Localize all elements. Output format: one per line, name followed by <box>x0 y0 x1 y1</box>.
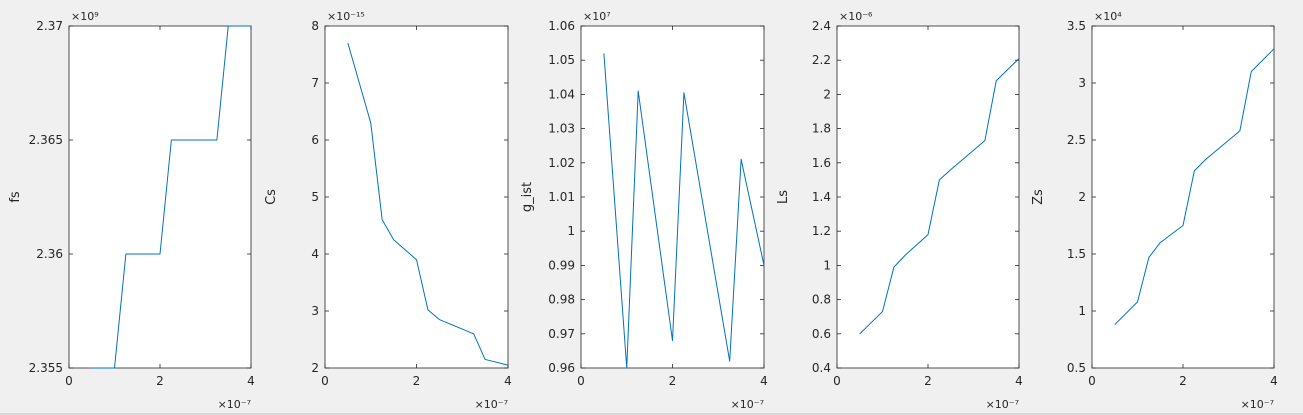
x-tick-label: 2 <box>924 374 932 388</box>
y-tick-label: 1.05 <box>548 53 575 67</box>
y-tick-label: 2.5 <box>1067 133 1086 147</box>
x-exponent-label: ×10⁻⁷ <box>218 398 251 411</box>
y-axis-label: Zs <box>1031 189 1046 205</box>
plot-area <box>1091 25 1275 369</box>
y-exponent-label: ×10⁻¹⁵ <box>327 10 365 23</box>
x-exponent-label: ×10⁻⁷ <box>475 398 508 411</box>
y-tick-label: 3.5 <box>1067 19 1086 33</box>
y-tick-label: 2.355 <box>29 361 63 375</box>
series-line-1 <box>347 42 509 366</box>
window-bottom-edge <box>0 413 1303 415</box>
y-tick-label: 1.8 <box>812 122 831 136</box>
subplot-3: 0.96 0.97 0.98 0.99 1 1.01 1.02 1.03 1.04 1.05 1.0… <box>520 10 768 411</box>
y-tick-label: 1 <box>1078 304 1086 318</box>
y-exponent-label: ×10⁷ <box>583 10 611 23</box>
y-tick-label: 1.04 <box>548 87 575 101</box>
y-axis-label: fs <box>8 191 23 203</box>
y-tick-label: 8 <box>311 19 319 33</box>
y-tick-label: 7 <box>311 76 319 90</box>
y-tick-label: 1 <box>823 258 831 272</box>
x-tick-label: 4 <box>1015 374 1023 388</box>
x-tick-label: 4 <box>760 374 768 388</box>
y-tick-label: 0.99 <box>548 258 575 272</box>
x-tick-label: 2 <box>413 374 421 388</box>
y-tick-label: 1.6 <box>812 156 831 170</box>
x-exponent-label: ×10⁻⁷ <box>986 398 1019 411</box>
y-tick-label: 1.03 <box>548 122 575 136</box>
x-tick-label: 0 <box>833 374 841 388</box>
y-tick-label: 2.365 <box>29 133 63 147</box>
y-tick-label: 2.2 <box>812 53 831 67</box>
plot-area <box>68 25 252 369</box>
plot-area <box>324 25 509 369</box>
y-tick-label: 3 <box>1078 76 1086 90</box>
y-tick-label: 1.4 <box>812 190 831 204</box>
y-exponent-label: ×10⁻⁶ <box>839 10 873 23</box>
y-tick-label: 2.36 <box>36 247 63 261</box>
y-tick-label: 2 <box>311 361 319 375</box>
x-tick-label: 4 <box>504 374 512 388</box>
y-tick-label: 2 <box>823 87 831 101</box>
y-tick-label: 0.98 <box>548 293 575 307</box>
x-exponent-label: ×10⁻⁷ <box>1241 398 1274 411</box>
y-tick-label: 0.4 <box>812 361 831 375</box>
y-axis-label: Cs <box>264 189 279 205</box>
y-tick-label: 0.8 <box>812 293 831 307</box>
plot-area <box>580 25 765 369</box>
subplot-5: 0.5 1 1.5 2 2.5 3 3.5 0 2 4 ×10⁴ ×10⁻⁷ Zs <box>1031 10 1278 411</box>
x-tick-label: 0 <box>577 374 585 388</box>
y-tick-label: 4 <box>311 247 319 261</box>
x-tick-label: 2 <box>156 374 164 388</box>
x-tick-label: 0 <box>321 374 329 388</box>
y-tick-label: 2.4 <box>812 19 831 33</box>
subplot-1: 2.355 2.36 2.365 2.37 0 2 4 ×10⁹ ×10⁻⁷ fs <box>8 10 255 411</box>
y-tick-label: 2.37 <box>36 19 63 33</box>
x-tick-label: 0 <box>65 374 73 388</box>
y-tick-label: 1.02 <box>548 156 575 170</box>
series-line-1 <box>91 25 251 369</box>
subplot-4: 0.4 0.6 0.8 1 1.2 1.4 1.6 1.8 2 2.2 2.4 0 2 4 ×10⁻⁶ ×10… <box>776 10 1023 411</box>
y-tick-label: 0.97 <box>548 327 575 341</box>
y-tick-label: 0.5 <box>1067 361 1086 375</box>
x-exponent-label: ×10⁻⁷ <box>731 398 764 411</box>
y-tick-label: 1 <box>567 224 575 238</box>
series-line-1 <box>859 58 1020 335</box>
series-line-1 <box>1114 48 1275 326</box>
y-tick-label: 0.6 <box>812 327 831 341</box>
x-tick-label: 2 <box>1179 374 1187 388</box>
y-exponent-label: ×10⁹ <box>71 10 99 23</box>
y-axis-label: g_ist <box>520 182 535 212</box>
y-tick-label: 1.01 <box>548 190 575 204</box>
y-tick-label: 1.06 <box>548 19 575 33</box>
x-tick-label: 0 <box>1088 374 1096 388</box>
x-tick-label: 4 <box>1270 374 1278 388</box>
y-exponent-label: ×10⁴ <box>1094 10 1122 23</box>
x-tick-label: 2 <box>669 374 677 388</box>
x-tick-label: 4 <box>247 374 255 388</box>
y-tick-label: 3 <box>311 304 319 318</box>
y-tick-label: 2 <box>1078 190 1086 204</box>
y-tick-label: 6 <box>311 133 319 147</box>
series-line-1 <box>603 53 765 369</box>
y-tick-label: 1.5 <box>1067 247 1086 261</box>
y-tick-label: 5 <box>311 190 319 204</box>
y-tick-label: 1.2 <box>812 224 831 238</box>
plot-area <box>836 25 1020 369</box>
y-axis-label: Ls <box>776 190 791 204</box>
y-tick-label: 0.96 <box>548 361 575 375</box>
